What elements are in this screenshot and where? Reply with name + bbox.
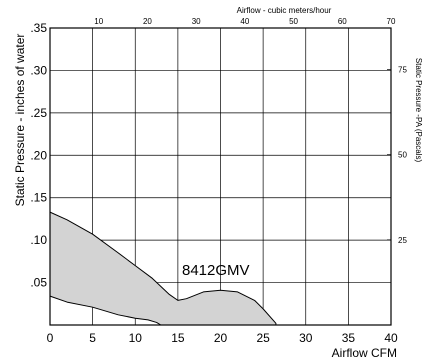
right-tick-label: 50 [398, 151, 407, 160]
bottom-axis-ticks: 0 5 10 15 20 25 30 35 40 [47, 331, 398, 345]
bottom-tick-label: 0 [47, 331, 54, 345]
right-axis-ticks: 25 50 75 [387, 65, 407, 245]
right-tick-label: 25 [398, 236, 407, 245]
top-tick-label: 10 [94, 17, 103, 26]
top-tick-label: 70 [387, 17, 396, 26]
top-tick-label: 60 [338, 17, 347, 26]
left-tick-label: .25 [30, 106, 47, 120]
top-tick-label: 40 [240, 17, 249, 26]
left-tick-label: .15 [30, 191, 47, 205]
series-annotation: 8412GMV [182, 262, 250, 279]
bottom-axis-label: Airflow CFM [332, 346, 397, 360]
bottom-tick-label: 35 [342, 331, 356, 345]
series-fill-8412GMV [49, 211, 277, 326]
bottom-tick-label: 20 [214, 331, 228, 345]
left-axis-ticks: .05 .10 .15 .20 .25 .30 .35 [30, 21, 47, 290]
right-tick-label: 75 [398, 65, 407, 74]
top-tick-label: 30 [192, 17, 201, 26]
bottom-tick-label: 15 [171, 331, 185, 345]
bottom-tick-label: 40 [384, 331, 398, 345]
left-tick-label: .20 [30, 148, 47, 162]
right-axis-label: Static Pressure -PA (Pascals) [414, 58, 423, 163]
top-axis-ticks: 10 20 30 40 50 60 70 [94, 17, 396, 26]
top-tick-label: 50 [289, 17, 298, 26]
series-area [49, 211, 277, 326]
top-tick-label: 20 [143, 17, 152, 26]
bottom-tick-label: 10 [129, 331, 143, 345]
left-tick-label: .35 [30, 21, 47, 35]
plot-frame [49, 27, 392, 326]
left-tick-label: .05 [30, 276, 47, 290]
bottom-tick-label: 30 [299, 331, 313, 345]
left-axis-label: Static Pressure - inches of water [13, 34, 27, 207]
grid-lines [50, 28, 391, 325]
left-tick-label: .10 [30, 233, 47, 247]
top-axis-label: Airflow - cubic meters/hour [237, 6, 332, 15]
bottom-tick-label: 25 [256, 331, 270, 345]
bottom-tick-label: 5 [89, 331, 96, 345]
left-tick-label: .30 [30, 63, 47, 77]
